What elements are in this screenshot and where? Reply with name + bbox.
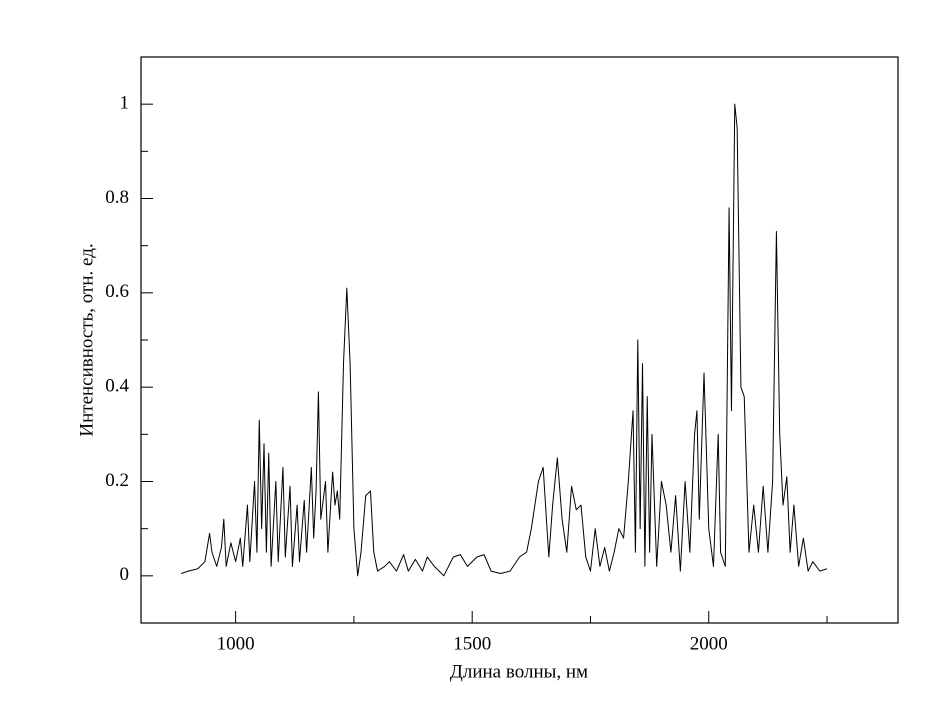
- x-tick-label: 1000: [217, 633, 255, 654]
- y-tick-label: 0.8: [105, 187, 129, 208]
- plot-frame: [140, 56, 899, 624]
- x-tick-label: 1500: [453, 633, 491, 654]
- y-tick-label: 0.2: [105, 470, 129, 491]
- y-tick-label: 0.6: [105, 281, 129, 302]
- y-tick-label: 1: [120, 93, 130, 114]
- y-axis-label: Интенсивность, отн. ед.: [76, 243, 97, 436]
- y-tick-label: 0: [120, 564, 130, 585]
- y-tick-label: 0.4: [105, 376, 129, 397]
- x-tick-label: 2000: [690, 633, 728, 654]
- x-axis-label: Длина волны, нм: [450, 661, 588, 682]
- spectrum-line: [181, 103, 828, 577]
